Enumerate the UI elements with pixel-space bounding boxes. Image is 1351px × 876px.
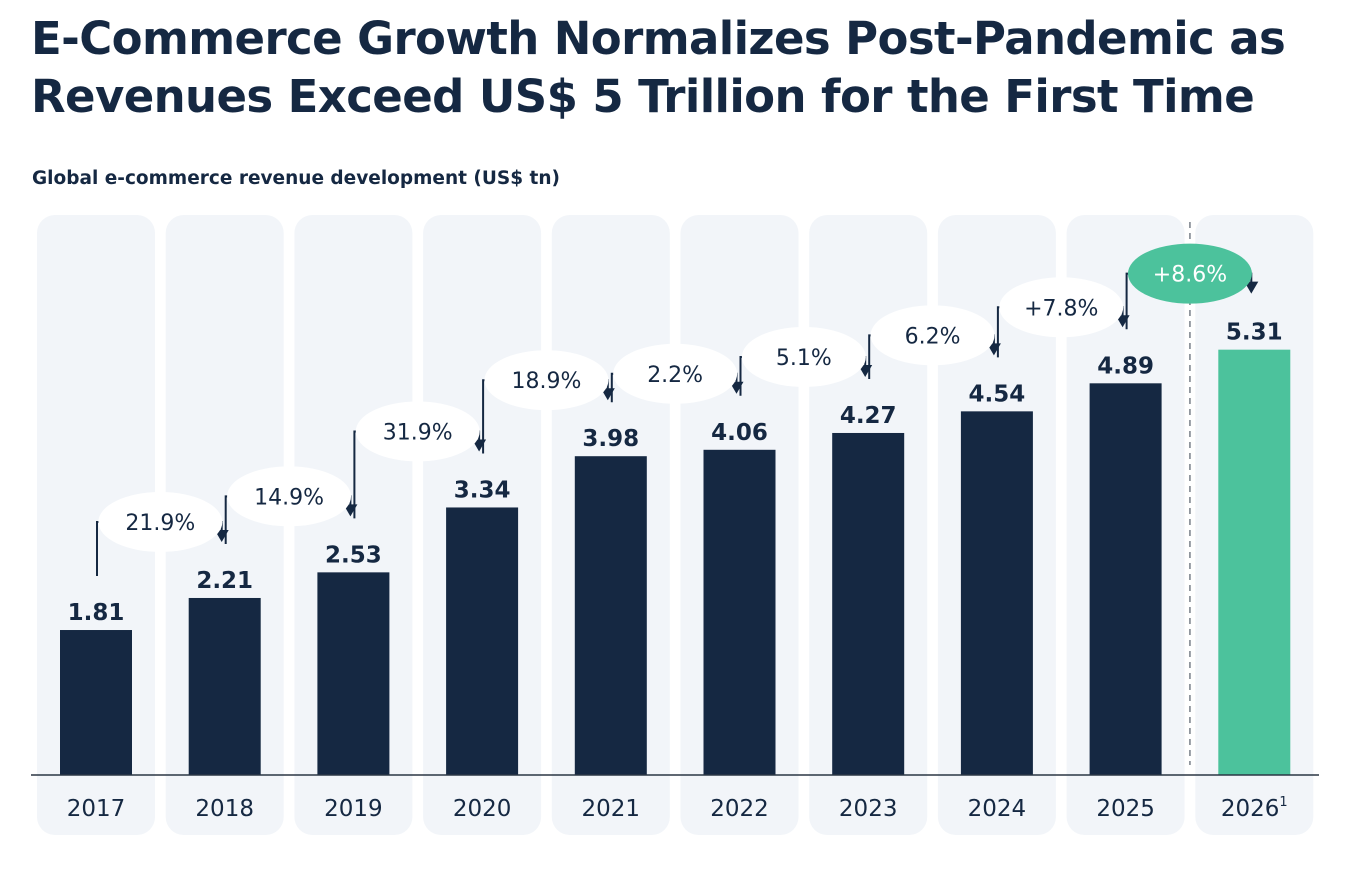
x-tick-labels: 2017 2018 2019 2020 2021 2022 2023 2024 2025 2026… — [67, 795, 1288, 822]
x-tick-label: 2017 — [67, 796, 126, 822]
chart-subtitle: Global e-commerce revenue development (U… — [32, 168, 560, 189]
x-tick-label: 2018 — [195, 796, 254, 822]
bar-2026 — [1218, 349, 1291, 775]
chart-title: E-Commerce Growth Normalizes Post-Pandem… — [31, 12, 1286, 123]
x-tick-label: 2025 — [1096, 796, 1155, 822]
growth-label: 18.9% — [512, 369, 582, 394]
value-label: 4.27 — [840, 403, 897, 429]
value-label: 4.06 — [711, 420, 768, 446]
value-label: 5.31 — [1226, 320, 1283, 346]
growth-label: 6.2% — [905, 324, 961, 349]
bar-2023 — [832, 432, 905, 775]
value-label: 3.98 — [582, 426, 639, 452]
footnote-marker: 1 — [1279, 795, 1287, 810]
value-label: 4.54 — [969, 381, 1026, 407]
value-label: 3.34 — [454, 477, 511, 503]
growth-label: 31.9% — [383, 420, 453, 445]
bar-2022 — [703, 449, 776, 775]
growth-bubble — [741, 326, 866, 387]
growth-bubble — [355, 401, 480, 462]
x-tick-label: 2019 — [324, 796, 383, 822]
value-labels: 1.81 2.21 2.53 3.34 3.98 4.06 4.27 4.54 4.89 5.31 — [68, 320, 1283, 626]
growth-bubble — [870, 305, 995, 366]
growth-bubble — [999, 277, 1124, 338]
bar-2020 — [446, 507, 519, 775]
growth-label: 14.9% — [254, 485, 324, 510]
bars — [60, 349, 1291, 775]
growth-labels: 21.9% 14.9% 31.9% 18.9% 2.2% 5.1% 6.2% +7.8% +8.… — [98, 243, 1252, 552]
x-tick-label: 2023 — [839, 796, 898, 822]
x-tick-label: 2021 — [582, 796, 641, 822]
growth-label: 2.2% — [647, 363, 703, 388]
value-label: 2.53 — [325, 542, 382, 568]
arrow-down-icon — [1244, 281, 1259, 294]
growth-bubble — [227, 466, 352, 527]
bar-2021 — [574, 456, 647, 775]
growth-label: +7.8% — [1024, 296, 1098, 321]
growth-bubble — [484, 350, 609, 411]
growth-label: +8.6% — [1153, 263, 1227, 288]
x-tick-label: 20261 — [1221, 795, 1288, 822]
value-label: 4.89 — [1097, 353, 1154, 379]
value-label: 1.81 — [68, 600, 125, 626]
x-tick-label: 2022 — [710, 796, 769, 822]
growth-label: 5.1% — [776, 346, 832, 371]
growth-bubble — [1127, 243, 1252, 304]
bar-2025 — [1089, 383, 1162, 775]
growth-bubble — [613, 343, 738, 404]
x-tick-label: 2024 — [968, 796, 1027, 822]
bar-2024 — [960, 411, 1033, 775]
bar-2018 — [188, 597, 261, 775]
growth-label: 21.9% — [125, 511, 195, 536]
bar-2017 — [60, 630, 132, 775]
growth-bubble — [98, 491, 223, 552]
x-tick-label: 2020 — [453, 796, 512, 822]
value-label: 2.21 — [196, 568, 253, 594]
bar-2019 — [317, 572, 390, 775]
